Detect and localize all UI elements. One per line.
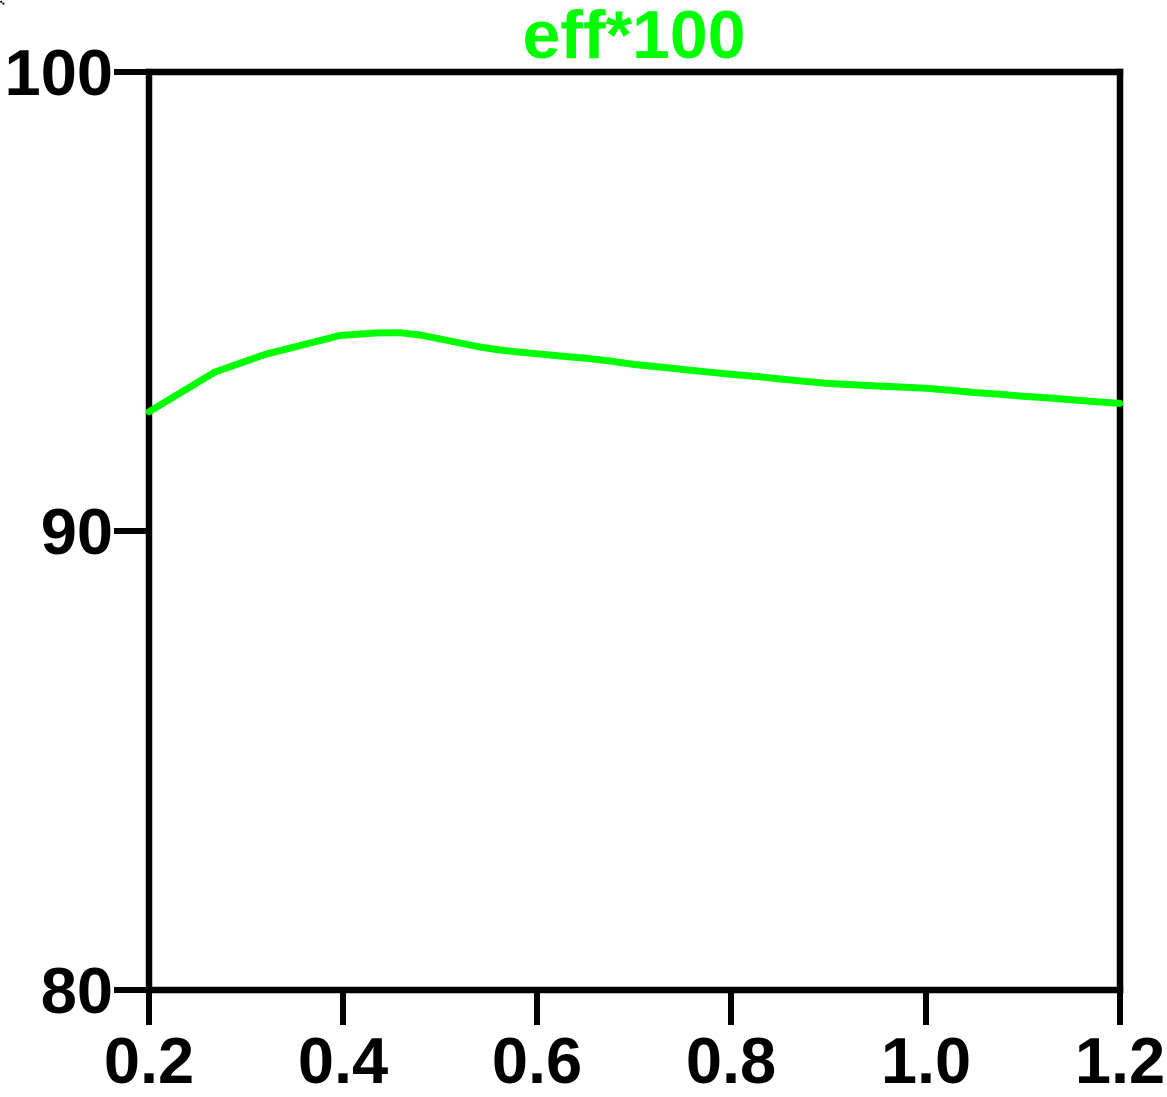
svg-text:0.4: 0.4 [298,1024,388,1097]
svg-text:0.6: 0.6 [492,1024,582,1097]
svg-text:eff*100: eff*100 [522,0,745,73]
svg-text:90: 90 [41,495,113,568]
svg-text:0.2: 0.2 [104,1024,194,1097]
svg-text:80: 80 [41,954,113,1027]
svg-text:1.2: 1.2 [1075,1024,1165,1097]
svg-text:1.0: 1.0 [881,1024,971,1097]
svg-text:100: 100 [5,36,113,109]
svg-text:0.8: 0.8 [686,1024,776,1097]
